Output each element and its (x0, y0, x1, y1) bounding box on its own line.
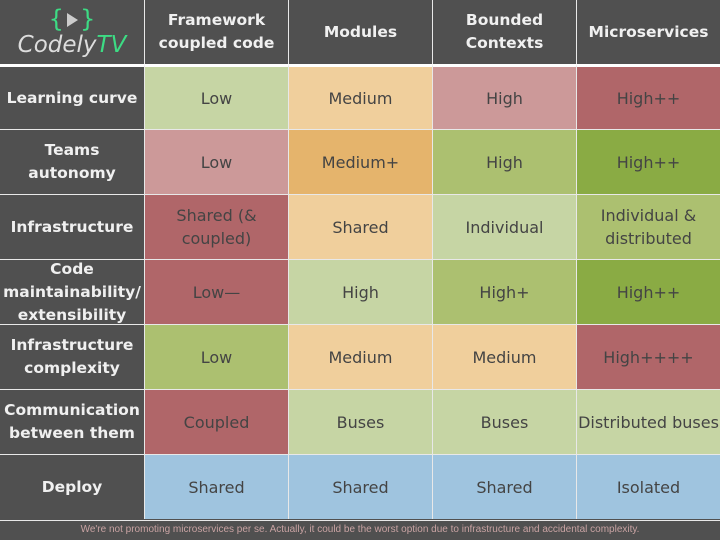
table-cell: Distributed buses (576, 389, 720, 454)
table-cell: Isolated (576, 454, 720, 519)
table-cell: Medium+ (288, 129, 432, 194)
table-cell: Shared (288, 454, 432, 519)
row-header: Code maintainability/ extensibility (0, 259, 144, 324)
row-header: Learning curve (0, 64, 144, 129)
table-cell: High++ (576, 129, 720, 194)
footer-note: We're not promoting microservices per se… (0, 520, 720, 540)
column-header: Bounded Contexts (432, 0, 576, 64)
column-header: Framework coupled code (144, 0, 288, 64)
column-header: Modules (288, 0, 432, 64)
table-cell: Medium (288, 64, 432, 129)
table-cell: High+ (432, 259, 576, 324)
row-header: Teams autonomy (0, 129, 144, 194)
table-cell: High++++ (576, 324, 720, 389)
table-cell: Buses (432, 389, 576, 454)
table-cell: High++ (576, 64, 720, 129)
table-cell: Shared (144, 454, 288, 519)
table-cell: Buses (288, 389, 432, 454)
table-cell: Medium (432, 324, 576, 389)
codelytv-logo: {} CodelyTV (0, 0, 144, 64)
table-cell: Low (144, 324, 288, 389)
row-header: Infrastructure complexity (0, 324, 144, 389)
table-cell: Low (144, 129, 288, 194)
column-header: Microservices (576, 0, 720, 64)
table-cell: Shared (& coupled) (144, 194, 288, 259)
table-cell: Low— (144, 259, 288, 324)
table-cell: Individual & distributed (576, 194, 720, 259)
row-header: Infrastructure (0, 194, 144, 259)
table-cell: High (432, 129, 576, 194)
play-icon (66, 13, 78, 27)
row-header: Communication between them (0, 389, 144, 454)
comparison-table: {} CodelyTV Framework coupled code Module… (0, 0, 720, 519)
table-cell: Shared (288, 194, 432, 259)
table-cell: Medium (288, 324, 432, 389)
logo-icon: {} (49, 5, 95, 33)
table-cell: High++ (576, 259, 720, 324)
table-cell: High (432, 64, 576, 129)
table-cell: Individual (432, 194, 576, 259)
table-cell: Shared (432, 454, 576, 519)
table-cell: Coupled (144, 389, 288, 454)
table-cell: High (288, 259, 432, 324)
row-header: Deploy (0, 454, 144, 519)
table-cell: Low (144, 64, 288, 129)
